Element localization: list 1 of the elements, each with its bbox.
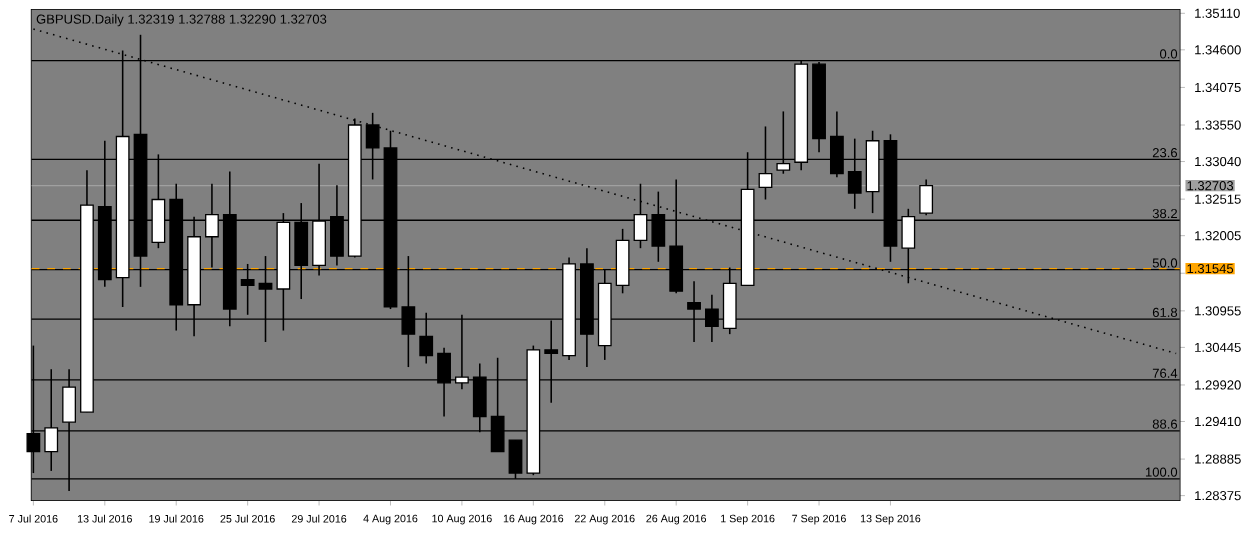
candlestick xyxy=(919,179,934,217)
